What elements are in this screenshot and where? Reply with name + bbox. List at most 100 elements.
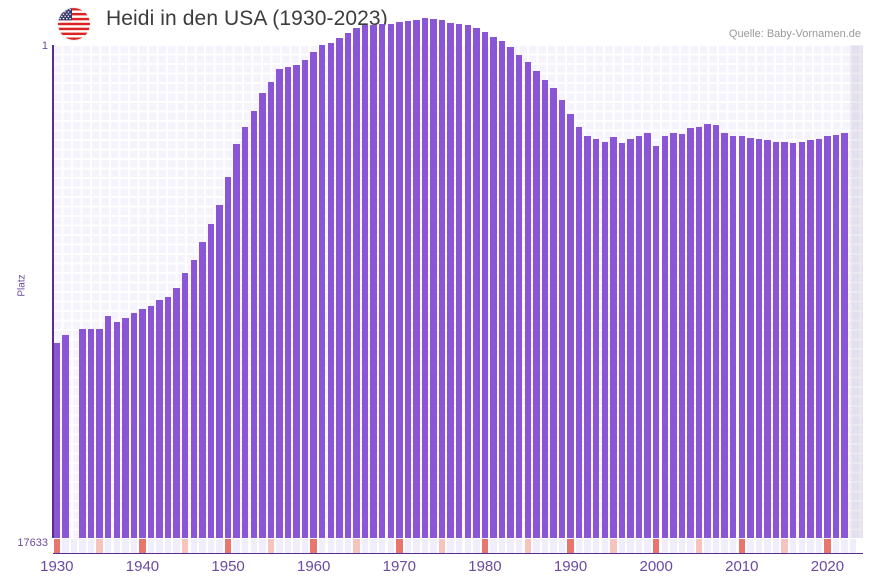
- bar-1962[interactable]: [327, 43, 335, 538]
- bar-2021[interactable]: [832, 135, 840, 538]
- bar-1999[interactable]: [644, 133, 651, 538]
- bar-1983[interactable]: [507, 47, 514, 538]
- bar-1948[interactable]: [207, 224, 215, 538]
- bar-1990[interactable]: [567, 114, 574, 538]
- bar-1997[interactable]: [627, 139, 634, 538]
- bar-1970[interactable]: [396, 22, 403, 538]
- bar-1958[interactable]: [293, 65, 300, 538]
- bar-1936[interactable]: [104, 316, 112, 538]
- chart-bars: [53, 18, 863, 538]
- bar-1953[interactable]: [250, 111, 257, 538]
- x-axis-tick-1950: 1950: [211, 558, 245, 575]
- bar-2014[interactable]: [772, 142, 780, 538]
- bar-1961[interactable]: [319, 45, 326, 538]
- bar-1954[interactable]: [259, 93, 266, 538]
- bar-1947[interactable]: [199, 242, 206, 538]
- bar-1951[interactable]: [233, 144, 240, 538]
- bar-1991[interactable]: [575, 127, 583, 538]
- bar-2008[interactable]: [721, 133, 728, 538]
- bar-1950[interactable]: [224, 177, 232, 538]
- bar-1965[interactable]: [353, 28, 360, 538]
- bar-1955[interactable]: [267, 82, 275, 538]
- bar-1937[interactable]: [113, 322, 120, 538]
- bar-1985[interactable]: [524, 62, 531, 538]
- bar-1984[interactable]: [515, 55, 523, 538]
- bar-1942[interactable]: [156, 300, 163, 538]
- bar-1935[interactable]: [96, 329, 103, 538]
- bar-1971[interactable]: [404, 21, 412, 538]
- bar-1968[interactable]: [378, 24, 386, 538]
- bar-1934[interactable]: [87, 329, 95, 538]
- bar-2019[interactable]: [815, 139, 823, 538]
- bar-1941[interactable]: [147, 306, 155, 538]
- bar-1980[interactable]: [481, 32, 489, 538]
- bar-2011[interactable]: [747, 138, 754, 538]
- bar-1931[interactable]: [62, 335, 69, 538]
- bar-1988[interactable]: [550, 88, 557, 538]
- bar-1938[interactable]: [122, 318, 129, 538]
- bar-1996[interactable]: [618, 143, 626, 538]
- bar-1933[interactable]: [79, 329, 86, 538]
- bar-2000[interactable]: [652, 146, 660, 538]
- bar-1974[interactable]: [430, 19, 437, 538]
- bar-1952[interactable]: [241, 127, 249, 538]
- bar-1979[interactable]: [473, 28, 480, 538]
- bar-1978[interactable]: [464, 25, 472, 538]
- bar-1998[interactable]: [635, 136, 643, 538]
- bar-1930[interactable]: [53, 343, 61, 538]
- bar-1986[interactable]: [533, 71, 540, 538]
- bar-2005[interactable]: [695, 127, 703, 538]
- bar-2020[interactable]: [824, 136, 831, 538]
- bar-2001[interactable]: [661, 136, 668, 538]
- bar-2012[interactable]: [755, 139, 763, 538]
- bar-2009[interactable]: [730, 136, 737, 538]
- year-marker-1932: [70, 539, 78, 553]
- bar-1943[interactable]: [164, 297, 172, 538]
- bar-1966[interactable]: [361, 25, 369, 538]
- bar-1989[interactable]: [558, 100, 566, 538]
- bar-1945[interactable]: [182, 273, 189, 538]
- bar-1944[interactable]: [173, 288, 180, 538]
- bar-1946[interactable]: [190, 260, 198, 538]
- bar-1967[interactable]: [370, 25, 377, 538]
- bar-1940[interactable]: [139, 309, 146, 538]
- bar-2007[interactable]: [712, 125, 720, 538]
- bar-2010[interactable]: [738, 136, 746, 538]
- bar-1987[interactable]: [541, 80, 549, 538]
- bar-1977[interactable]: [456, 24, 463, 538]
- bar-2022[interactable]: [841, 133, 848, 538]
- bar-1982[interactable]: [498, 41, 506, 538]
- bar-2016[interactable]: [789, 143, 797, 538]
- bar-2004[interactable]: [687, 128, 694, 538]
- bar-1960[interactable]: [310, 52, 317, 538]
- bar-1975[interactable]: [438, 20, 446, 538]
- bar-1959[interactable]: [301, 60, 309, 538]
- bar-1994[interactable]: [601, 142, 609, 538]
- bar-1957[interactable]: [284, 67, 292, 538]
- bar-2018[interactable]: [807, 140, 814, 538]
- bar-2003[interactable]: [678, 134, 686, 538]
- decade-marker-1990: [567, 539, 574, 553]
- year-marker-1966: [361, 539, 369, 553]
- bar-1964[interactable]: [344, 33, 352, 538]
- bar-1972[interactable]: [413, 20, 420, 538]
- bar-1993[interactable]: [593, 139, 600, 538]
- year-marker-2006: [704, 539, 711, 553]
- bar-2006[interactable]: [704, 124, 711, 538]
- bar-1963[interactable]: [336, 38, 343, 538]
- year-marker-1994: [601, 539, 609, 553]
- bar-1969[interactable]: [387, 24, 394, 538]
- year-marker-1957: [284, 539, 292, 553]
- bar-1981[interactable]: [490, 37, 497, 538]
- bar-1995[interactable]: [610, 137, 617, 538]
- bar-1976[interactable]: [447, 23, 454, 538]
- bar-1992[interactable]: [584, 136, 591, 538]
- bar-1973[interactable]: [421, 18, 429, 538]
- bar-1956[interactable]: [276, 69, 283, 538]
- bar-2002[interactable]: [670, 133, 677, 538]
- bar-2017[interactable]: [798, 142, 805, 538]
- bar-2015[interactable]: [781, 142, 788, 538]
- bar-1949[interactable]: [216, 205, 223, 538]
- bar-1939[interactable]: [130, 313, 138, 538]
- bar-2013[interactable]: [764, 140, 771, 538]
